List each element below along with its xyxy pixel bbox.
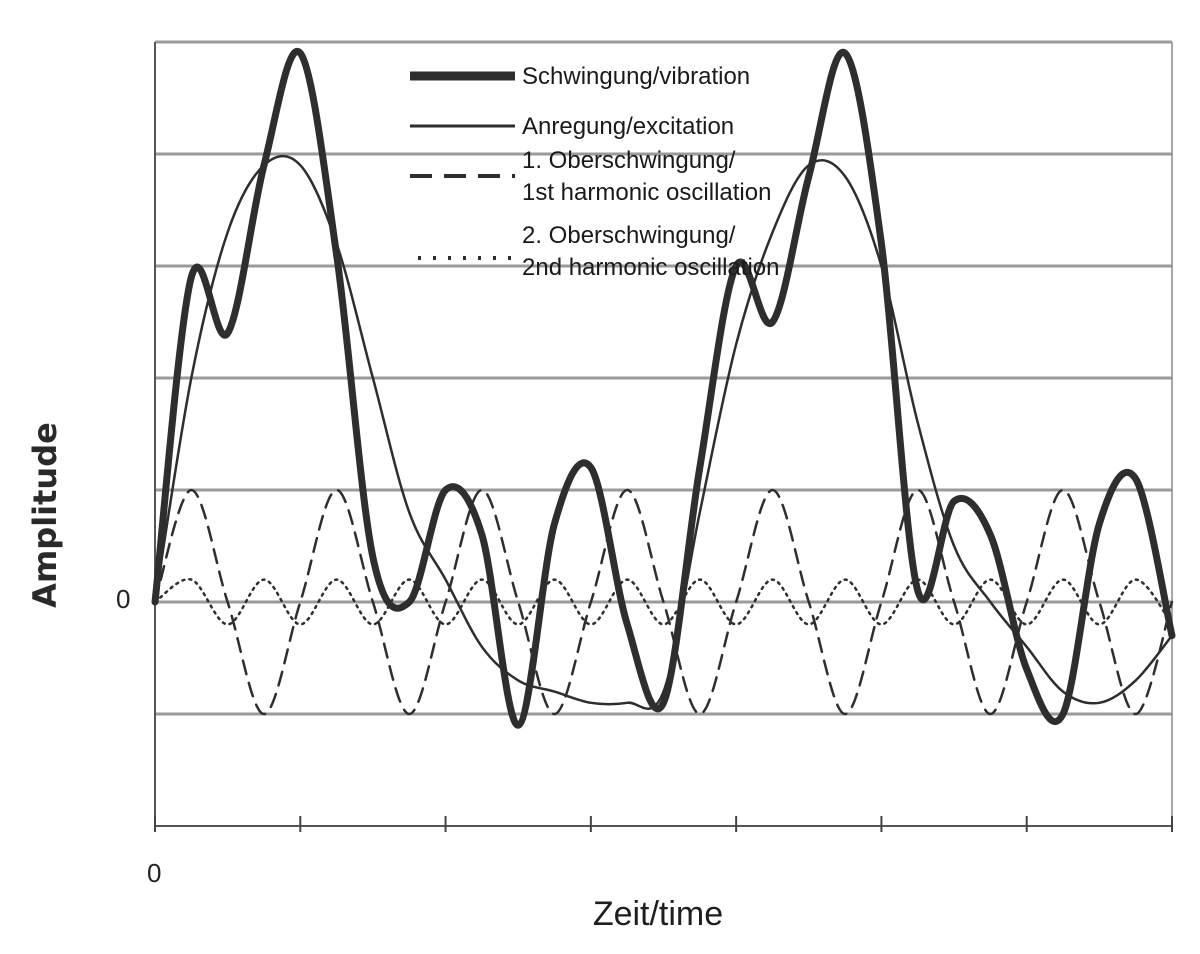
legend-label-2nd-harmonic: 2. Oberschwingung/2nd harmonic oscillati… bbox=[522, 222, 779, 281]
series-line-dashed bbox=[153, 488, 1174, 716]
y-axis-title: Amplitude bbox=[26, 422, 64, 608]
legend-label-1st-harmonic: 1. Oberschwingung/1st harmonic oscillati… bbox=[522, 147, 771, 206]
x-tick-label-zero: 0 bbox=[147, 858, 161, 888]
series-group bbox=[151, 47, 1176, 729]
legend-label-excitation: Anregung/excitation bbox=[522, 113, 734, 140]
y-tick-label-zero: 0 bbox=[116, 584, 130, 614]
legend-label-vibration: Schwingung/vibration bbox=[522, 63, 750, 90]
series-line-thick bbox=[151, 47, 1176, 729]
legend: Schwingung/vibration Anregung/excitation… bbox=[410, 63, 779, 281]
x-axis-title: Zeit/time bbox=[593, 895, 723, 933]
grid-lines bbox=[155, 40, 1172, 716]
series-line-thin bbox=[153, 154, 1174, 710]
series-line-dotted bbox=[153, 578, 1174, 626]
axes bbox=[154, 42, 1173, 832]
